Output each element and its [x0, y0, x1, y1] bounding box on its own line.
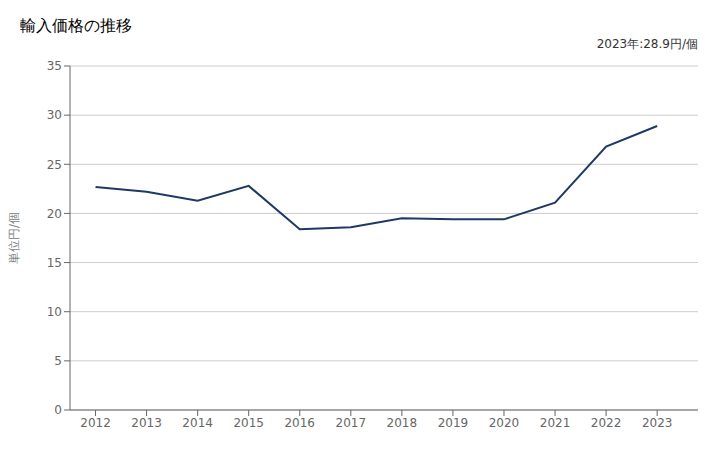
svg-text:10: 10 [47, 305, 62, 319]
svg-text:2019: 2019 [438, 416, 469, 430]
svg-text:5: 5 [54, 354, 62, 368]
svg-text:35: 35 [47, 59, 62, 73]
svg-text:20: 20 [47, 207, 62, 221]
html-text:輸入価格の推移: 輸入価格の推移 [20, 16, 132, 35]
svg-text:2013: 2013 [131, 416, 162, 430]
svg-text:2021: 2021 [540, 416, 571, 430]
svg-text:2014: 2014 [182, 416, 213, 430]
svg-text:2018: 2018 [387, 416, 418, 430]
svg-text:2016: 2016 [284, 416, 315, 430]
svg-text:30: 30 [47, 108, 62, 122]
svg-text:2012: 2012 [80, 416, 111, 430]
html-text:2023年:28.9円/個: 2023年:28.9円/個 [596, 37, 698, 51]
svg-text:15: 15 [47, 256, 62, 270]
svg-text:0: 0 [54, 403, 62, 417]
svg-text:2020: 2020 [489, 416, 520, 430]
svg-text:2023: 2023 [642, 416, 673, 430]
svg-text:単位円/個: 単位円/個 [8, 212, 21, 264]
svg-text:2022: 2022 [591, 416, 622, 430]
svg-text:2017: 2017 [336, 416, 367, 430]
svg-text:25: 25 [47, 158, 62, 172]
svg-text:2015: 2015 [233, 416, 264, 430]
